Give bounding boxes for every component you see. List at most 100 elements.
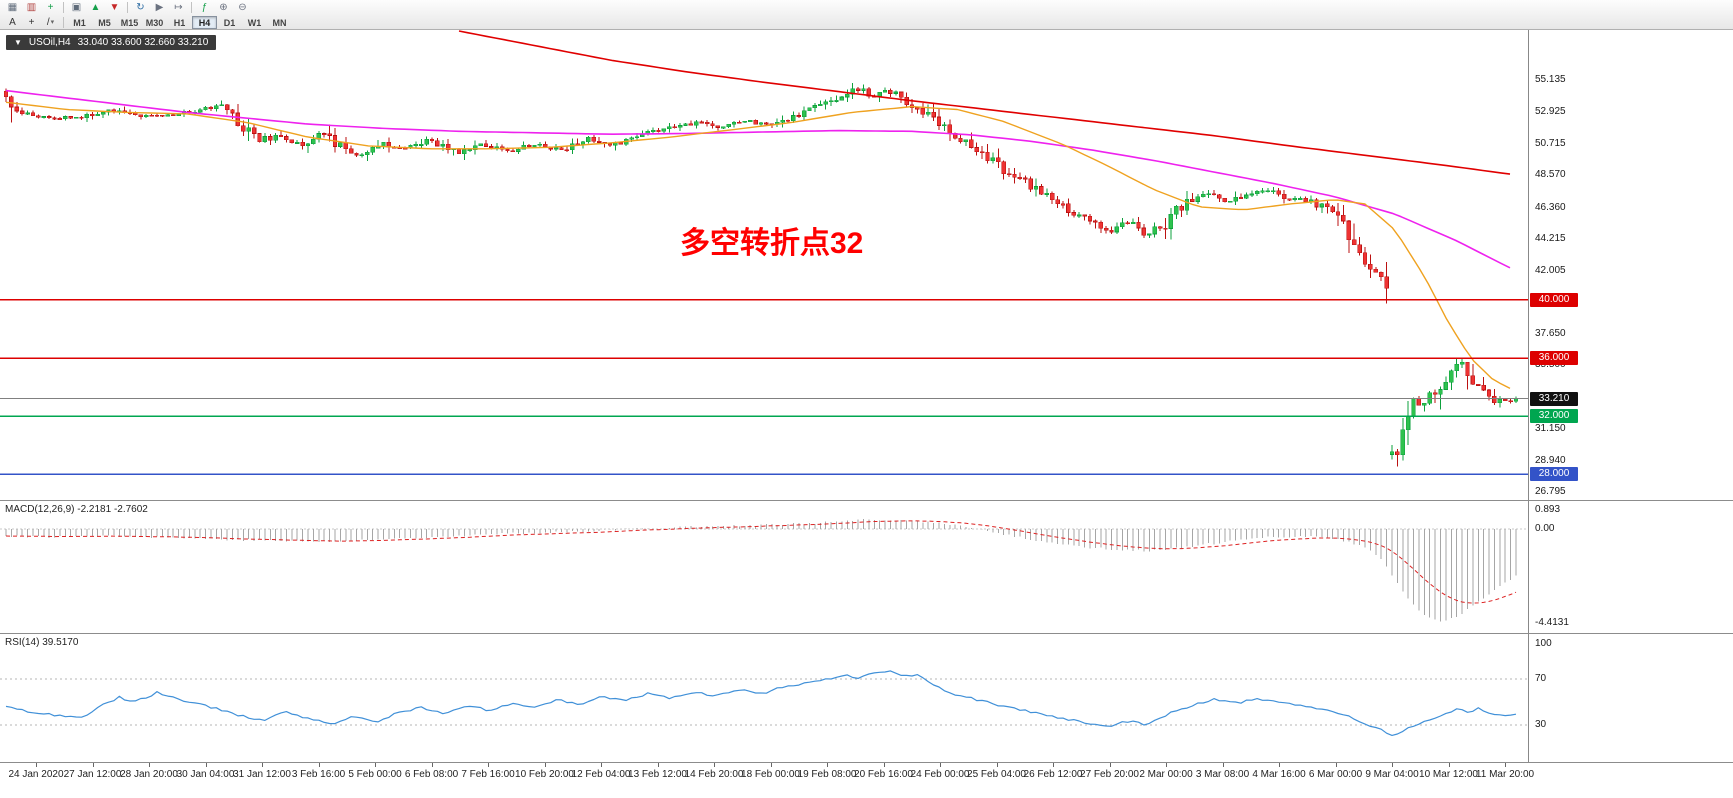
line-tools-button[interactable]: / ▾	[42, 16, 59, 29]
time-label: 3 Mar 08:00	[1195, 769, 1250, 780]
macd-label: MACD(12,26,9) -2.2181 -2.7602	[5, 504, 148, 515]
panel-divider[interactable]	[0, 500, 1733, 501]
toolbar-separator	[191, 2, 192, 13]
time-label: 4 Mar 16:00	[1252, 769, 1306, 780]
time-tick	[1335, 763, 1337, 767]
collapse-arrow-icon[interactable]: ▼	[14, 38, 22, 47]
bottom-spacer	[0, 787, 1733, 798]
time-tick	[318, 763, 320, 767]
panel-divider[interactable]	[0, 633, 1733, 634]
price-tick-label: 37.650	[1535, 328, 1566, 340]
price-tick-label: 31.150	[1535, 422, 1566, 434]
rsi-axis[interactable]: 100 70 30	[1528, 634, 1733, 762]
profiles-button[interactable]: ▣	[68, 1, 85, 14]
buy-arrow-icon: ▲	[90, 1, 101, 13]
sell-arrow-button[interactable]: ▼	[106, 1, 123, 14]
price-tick-label: 28.940	[1535, 454, 1566, 466]
toolbar-separator	[63, 2, 64, 13]
time-label: 7 Feb 16:00	[461, 769, 515, 780]
chart-ohlc-values: 33.040 33.600 32.660 33.210	[77, 37, 209, 48]
new-chart-button[interactable]: +	[42, 1, 59, 14]
price-tag-36.000[interactable]: 36.000	[1530, 351, 1578, 366]
crosshair-tool-button[interactable]: +	[23, 16, 40, 29]
time-label: 13 Feb 12:00	[628, 769, 687, 780]
time-label: 18 Feb 00:00	[741, 769, 800, 780]
price-chart-panel: 55.135 52.925 50.715 48.570 46.360 44.215 42.0…	[0, 30, 1733, 500]
chart-window-button[interactable]: ▥	[23, 1, 40, 14]
price-tag-40.000[interactable]: 40.000	[1530, 292, 1578, 307]
time-tick	[657, 763, 659, 767]
rsi-tick-label: 100	[1535, 637, 1552, 649]
toolbar-row-timeframes: A + / ▾ M1 M5 M15 M30 H1 H4 D1 W1 MN	[3, 15, 1730, 30]
time-label: 24 Jan 2020	[8, 769, 64, 780]
tf-button-m1[interactable]: M1	[73, 17, 86, 28]
zoom-out-icon: ⊖	[238, 1, 247, 13]
macd-canvas[interactable]	[0, 501, 1528, 633]
time-label: 28 Jan 20:00	[120, 769, 178, 780]
time-tick	[883, 763, 885, 767]
macd-histogram-layer	[5, 519, 1517, 622]
tf-button-m30[interactable]: M30	[145, 17, 164, 28]
chart-shift-icon: ↦	[174, 1, 183, 13]
price-tick-label: 55.135	[1535, 73, 1566, 85]
chart-annotation[interactable]: 多空转折点32	[680, 227, 864, 260]
ma-fast-line	[5, 101, 1511, 390]
ma-medium-line	[5, 89, 1511, 269]
panel-divider[interactable]	[0, 762, 1733, 763]
zoom-in-button[interactable]: ⊕	[215, 1, 232, 14]
price-chart-canvas[interactable]	[0, 30, 1528, 500]
menu-grid-button[interactable]: ▦	[4, 1, 21, 14]
time-tick	[1222, 763, 1224, 767]
time-tick	[1448, 763, 1450, 767]
price-axis[interactable]: 55.135 52.925 50.715 48.570 46.360 44.215 42.0…	[1528, 30, 1733, 500]
autoscroll-button[interactable]: ▶	[151, 1, 168, 14]
time-tick	[488, 763, 489, 767]
time-tick	[770, 763, 772, 767]
tf-button-mn[interactable]: MN	[272, 17, 287, 28]
time-label: 24 Feb 00:00	[910, 769, 970, 780]
toolbar: ▦ ▥ + ▣ ▲ ▼ ↻ ▶ ↦ ƒ ⊕ ⊖ A + / ▾ M1 M5 M15 M30 H1 H4 D1 W1 MN	[0, 0, 1733, 30]
rsi-panel: 100 70 30 RSI(14) 39.5170	[0, 634, 1733, 762]
time-label: 5 Feb 00:00	[348, 769, 402, 780]
autoscroll-icon: ▶	[155, 1, 164, 13]
chart-title-chip: ▼ USOil,H4 33.040 33.600 32.660 33.210	[6, 35, 217, 50]
chart-workspace: 55.135 52.925 50.715 48.570 46.360 44.215 42.0…	[0, 30, 1733, 798]
tf-button-d1[interactable]: D1	[223, 17, 236, 28]
price-tick-label: 26.795	[1535, 485, 1566, 497]
tf-button-m5[interactable]: M5	[98, 17, 111, 28]
time-label: 26 Feb 12:00	[1023, 769, 1083, 780]
time-tick	[940, 763, 941, 767]
price-tick-label: 42.005	[1535, 264, 1566, 276]
rsi-line	[5, 670, 1517, 737]
price-tick-label: 52.925	[1535, 106, 1566, 118]
tf-button-w1[interactable]: W1	[247, 17, 262, 28]
tf-button-m15[interactable]: M15	[120, 17, 139, 28]
macd-tick-label: 0.893	[1535, 503, 1561, 515]
sell-arrow-icon: ▼	[109, 1, 120, 13]
chart-symbol-timeframe: USOil,H4	[28, 37, 71, 48]
time-label: 2 Mar 00:00	[1139, 769, 1193, 780]
refresh-button[interactable]: ↻	[132, 1, 149, 14]
time-tick	[1166, 763, 1167, 767]
rsi-canvas[interactable]	[0, 634, 1528, 762]
crosshair-tool-icon: +	[28, 16, 35, 28]
time-tick	[601, 763, 602, 767]
line-tools-icon: /	[46, 16, 50, 28]
price-tag-32.000[interactable]: 32.000	[1530, 409, 1578, 424]
macd-axis[interactable]: 0.893 0.00 -4.4131	[1528, 501, 1733, 633]
time-label: 10 Mar 12:00	[1419, 769, 1478, 780]
time-tick	[262, 763, 263, 767]
price-tick-label: 48.570	[1535, 169, 1566, 181]
price-tag-28.000[interactable]: 28.000	[1530, 467, 1578, 482]
bid-price-tag: 33.210	[1530, 391, 1578, 406]
zoom-out-button[interactable]: ⊖	[234, 1, 251, 14]
cursor-tool-button[interactable]: A	[4, 16, 21, 29]
time-axis[interactable]: 24 Jan 2020 27 Jan 12:00 28 Jan 20:00 30 Ja…	[0, 763, 1733, 787]
time-label: 27 Feb 20:00	[1080, 769, 1139, 780]
chart-shift-button[interactable]: ↦	[170, 1, 187, 14]
indicators-button[interactable]: ƒ	[196, 1, 213, 14]
time-tick	[205, 763, 207, 767]
tf-button-h1[interactable]: H1	[173, 17, 186, 28]
tf-button-h4[interactable]: H4	[192, 16, 217, 29]
buy-arrow-button[interactable]: ▲	[87, 1, 104, 14]
